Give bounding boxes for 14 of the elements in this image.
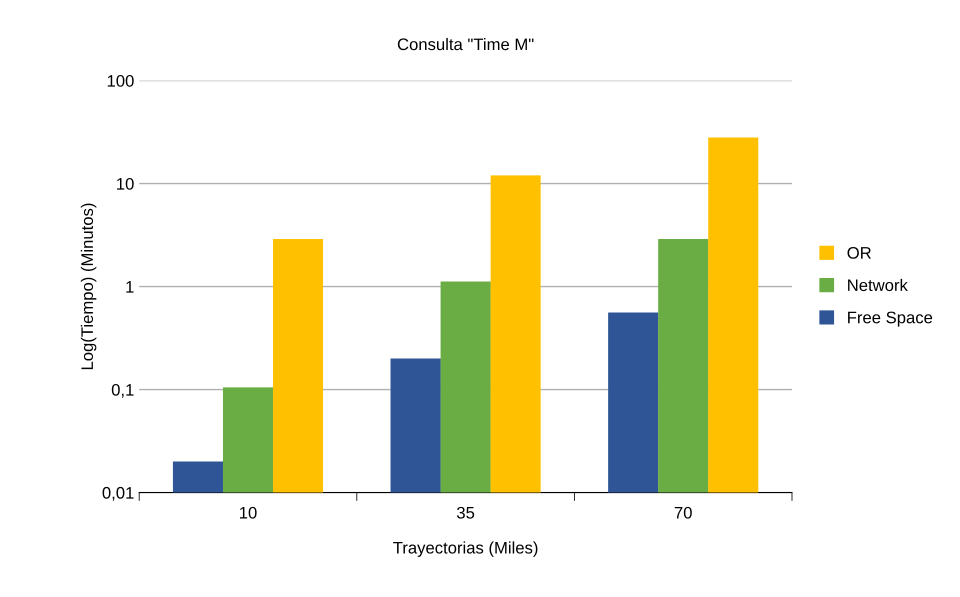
- y-tick-label: 100: [108, 74, 134, 87]
- x-tick-label: 70: [674, 506, 692, 519]
- y-tick-label: 0,1: [112, 384, 134, 398]
- y-tick-label: 10: [117, 178, 134, 190]
- legend-label: OR: [848, 246, 871, 259]
- legend-label: Network: [848, 278, 908, 292]
- x-axis-title: Trayectorias (Miles): [393, 541, 538, 557]
- y-axis-title: Log(Tiempo) (Minutos): [80, 204, 96, 370]
- x-tick-label: 10: [240, 506, 257, 519]
- y-tick-label: 0,01: [102, 486, 134, 501]
- y-tick-label: 1: [126, 281, 134, 293]
- legend-label: Free Space: [848, 312, 932, 327]
- chart-title: Consulta "Time M": [398, 38, 534, 50]
- x-tick-label: 35: [456, 506, 474, 519]
